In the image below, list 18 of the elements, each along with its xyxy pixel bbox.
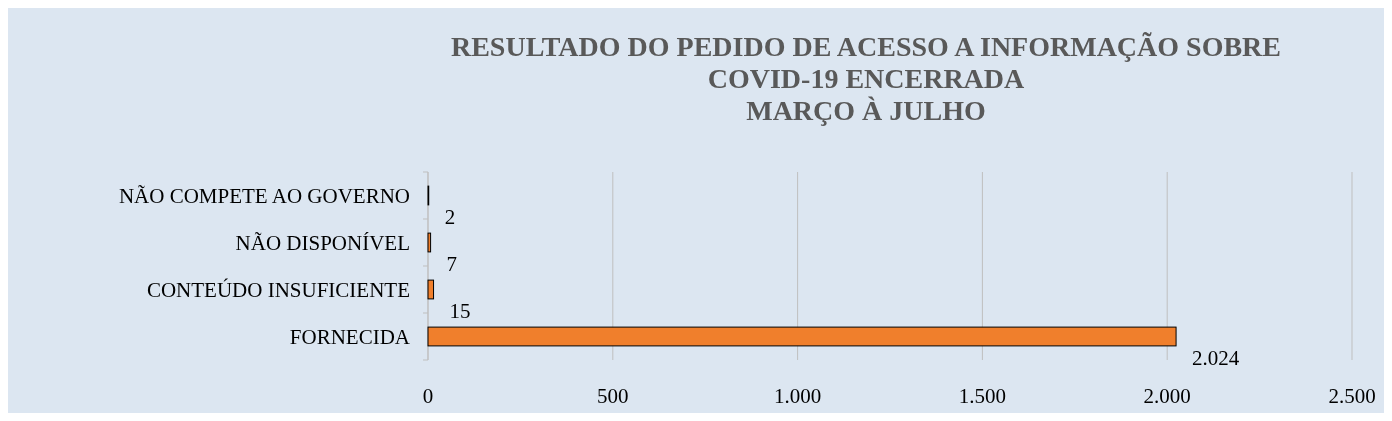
y-tick-label: FORNECIDA (289, 324, 411, 349)
y-tick-label: NÃO COMPETE AO GOVERNO (118, 183, 410, 208)
y-tick-label: NÃO DISPONÍVEL (235, 230, 410, 255)
bar (427, 326, 1177, 347)
x-tick-label: 500 (597, 384, 629, 408)
data-label: 7 (446, 251, 458, 276)
x-tick-label: 1.000 (773, 384, 822, 408)
x-tick-label: 0 (422, 384, 434, 408)
bar (427, 279, 435, 300)
data-label: 2 (444, 204, 456, 229)
bar (427, 232, 432, 253)
x-tick-label: 2.500 (1328, 384, 1376, 408)
data-label: 15 (449, 298, 471, 323)
x-tick-label: 1.500 (958, 384, 1007, 408)
chart-title: RESULTADO DO PEDIDO DE ACESSO A INFORMAÇÃO SOBRE COVID-19 ENCERRADA MARÇO À JULHO (450, 31, 1282, 126)
x-tick-label: 2.000 (1143, 384, 1191, 408)
y-tick-label: CONTEÚDO INSUFICIENTE (146, 277, 410, 302)
data-label: 2.024 (1192, 345, 1240, 370)
